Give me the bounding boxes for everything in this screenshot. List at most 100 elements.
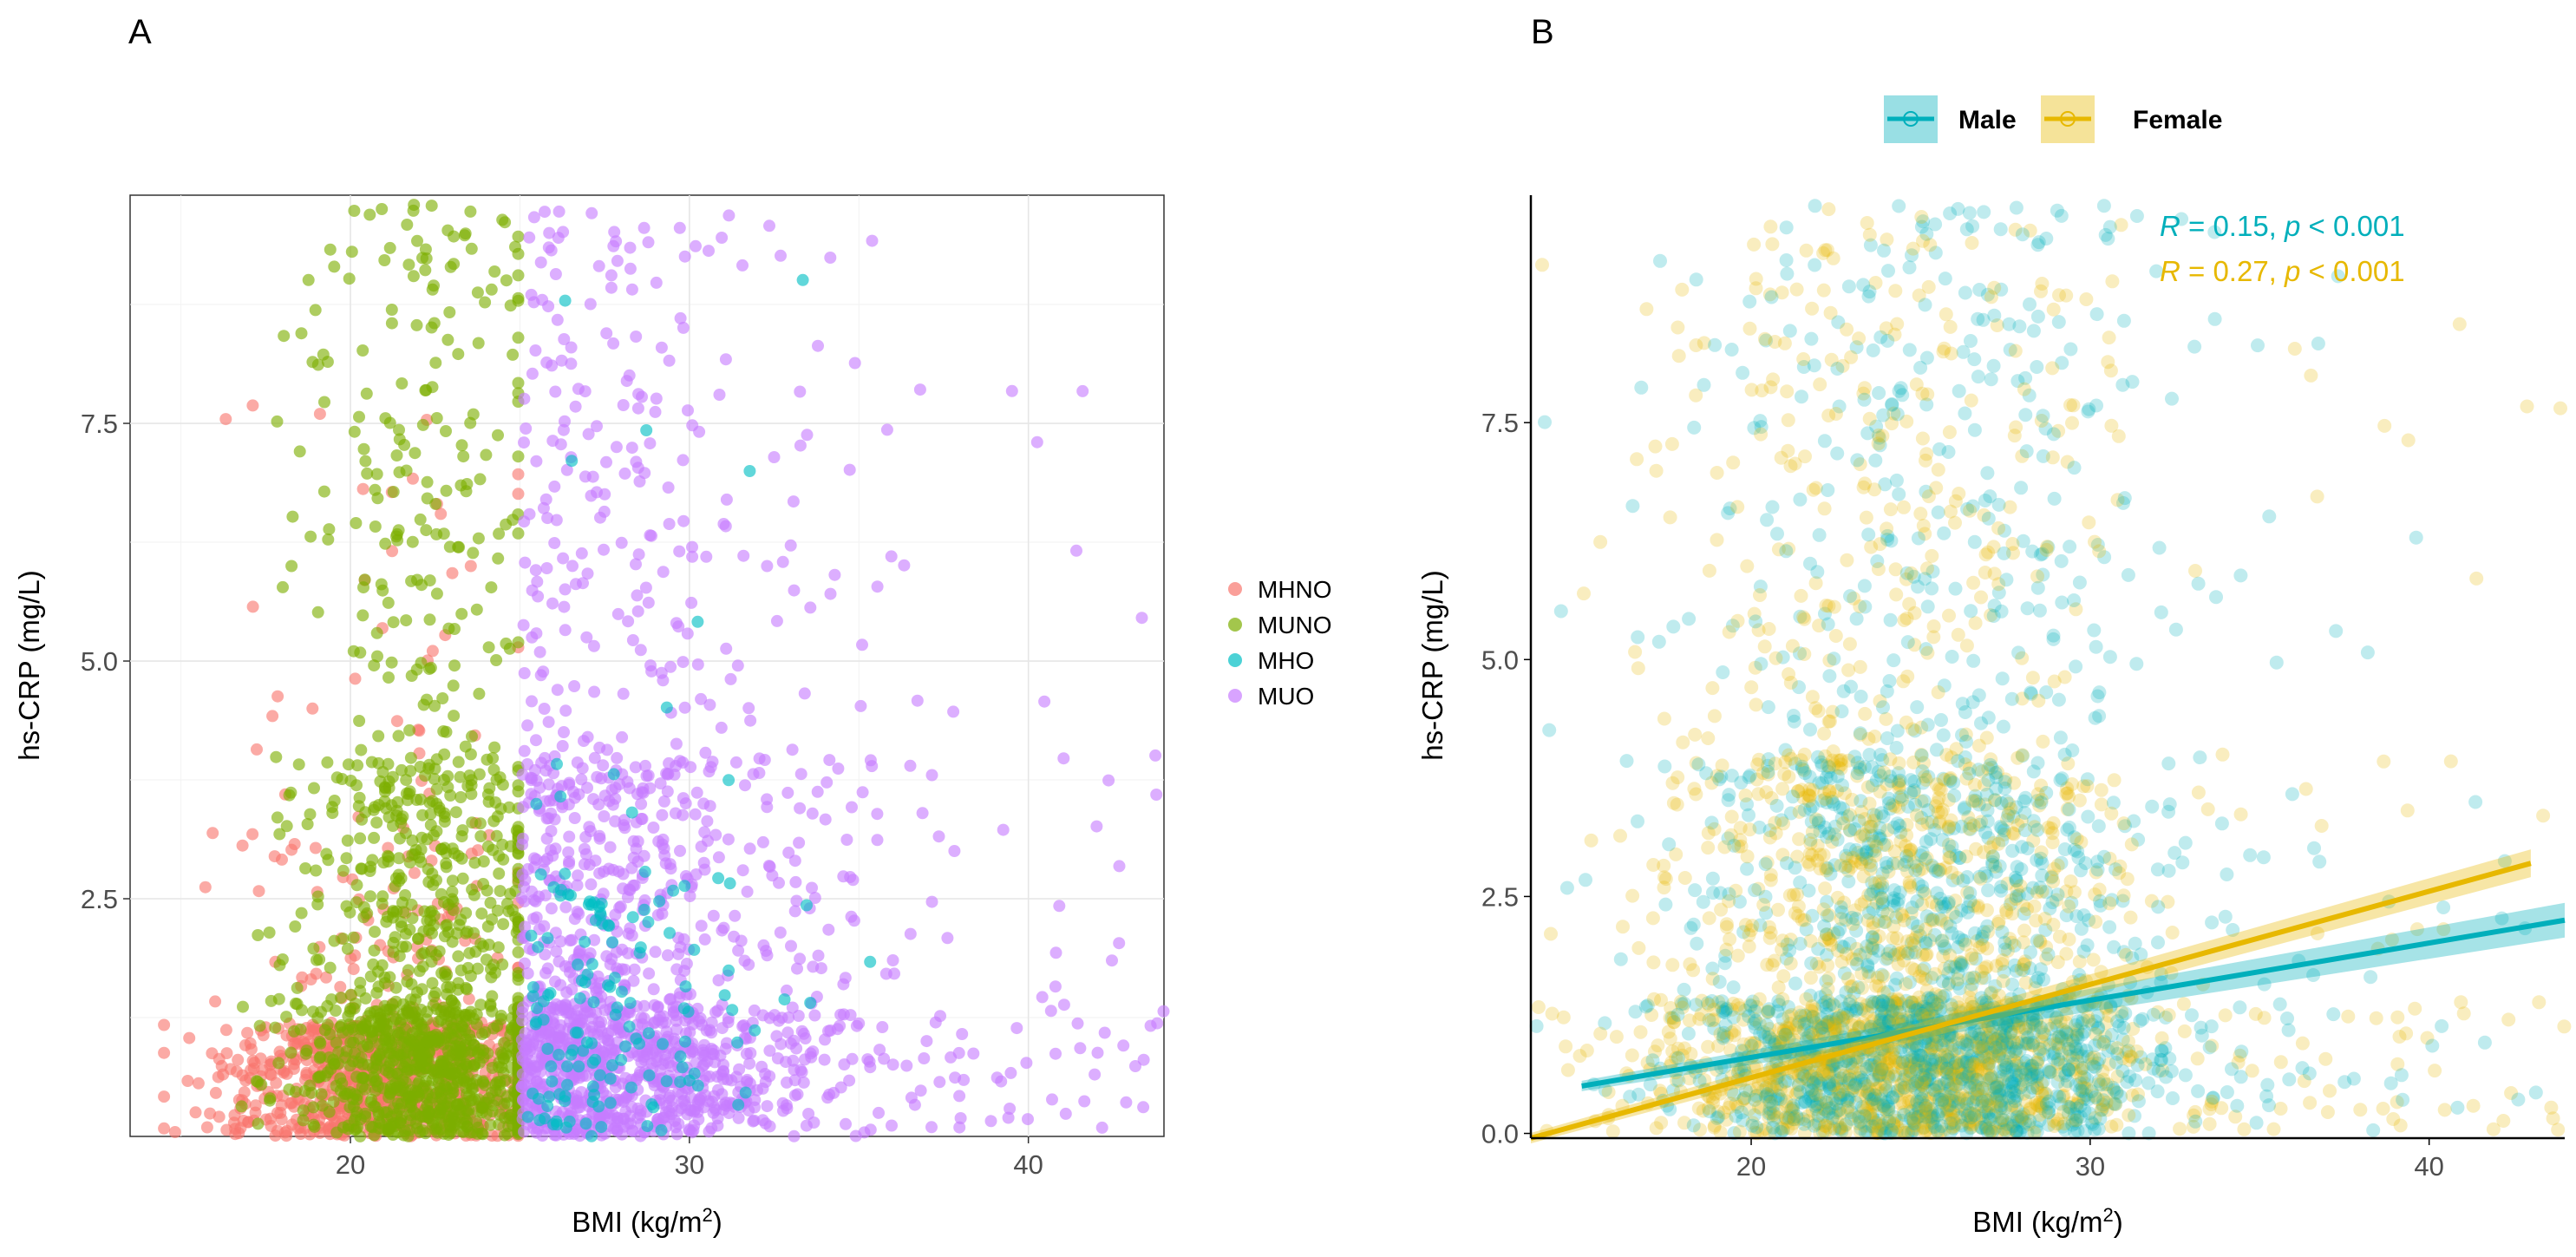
data-point-muno — [430, 412, 443, 424]
data-point-muo — [598, 543, 610, 556]
data-point-muo — [538, 920, 551, 933]
data-point-muo — [948, 845, 961, 857]
data-point-muno — [428, 699, 441, 712]
data-point-muno — [451, 1098, 464, 1110]
data-point-muo — [904, 927, 917, 940]
data-point-muo — [788, 905, 801, 918]
data-point-muno — [500, 1090, 513, 1103]
data-point-muno — [380, 1004, 393, 1016]
data-point-muno — [398, 1125, 411, 1137]
data-point-muno — [423, 663, 435, 676]
data-point-muo — [632, 388, 645, 401]
data-point-muno — [457, 450, 470, 463]
data-point-muo — [748, 1004, 761, 1017]
data-point-muo — [673, 545, 686, 558]
data-point-mhno — [344, 952, 357, 965]
data-point-mhno — [239, 1074, 252, 1087]
data-point-muno — [467, 1060, 481, 1073]
data-point-muno — [348, 205, 361, 217]
data-point-muo — [753, 752, 766, 765]
data-point-mho — [677, 1002, 690, 1015]
data-point-muno — [271, 811, 284, 824]
data-point-muo — [545, 244, 558, 257]
data-point-muno — [296, 1004, 308, 1017]
legend-label-female: Female — [2133, 106, 2222, 134]
data-point-muo — [1113, 937, 1126, 950]
data-point-muno — [379, 412, 392, 425]
data-point-female — [1771, 902, 1785, 917]
data-point-mho — [712, 872, 725, 885]
data-point-mhno — [241, 1026, 254, 1039]
data-point-mho — [624, 1081, 637, 1094]
data-point-muo — [527, 913, 539, 926]
data-point-muo — [627, 879, 639, 892]
data-point-muo — [518, 392, 531, 405]
data-point-muo — [637, 786, 650, 799]
data-point-muno — [512, 331, 525, 344]
data-point-muo — [579, 385, 592, 398]
data-point-muno — [455, 607, 468, 620]
legend-label-mhno: MHNO — [1258, 576, 1332, 603]
data-point-male — [2311, 337, 2325, 350]
legend-label-mho: MHO — [1258, 647, 1314, 674]
data-point-female — [2401, 433, 2416, 448]
data-point-mho — [559, 867, 572, 881]
data-point-muno — [316, 1099, 329, 1112]
data-point-muno — [488, 741, 501, 754]
data-point-muno — [304, 530, 317, 543]
data-point-muo — [716, 924, 729, 937]
data-point-muno — [361, 467, 374, 480]
data-point-muno — [393, 433, 406, 446]
data-point-muo — [661, 785, 674, 798]
data-point-muno — [359, 455, 372, 468]
data-point-muno — [454, 791, 467, 803]
data-point-mho — [801, 899, 813, 912]
data-point-female — [1862, 227, 1877, 242]
data-point-muno — [452, 950, 465, 963]
data-point-mhno — [413, 724, 426, 737]
data-point-female — [2377, 754, 2391, 769]
data-point-muno — [481, 788, 494, 801]
data-point-muo — [527, 211, 540, 224]
data-point-male — [1619, 754, 1634, 769]
data-point-muo — [795, 1025, 808, 1038]
data-point-muo — [739, 779, 751, 792]
data-point-muo — [953, 1121, 966, 1134]
data-point-muo — [642, 769, 655, 782]
data-point-muo — [545, 902, 558, 915]
data-point-muno — [297, 1114, 310, 1127]
data-point-muno — [381, 1113, 394, 1126]
data-point-mhno — [248, 1057, 261, 1070]
data-point-muo — [762, 860, 775, 872]
data-point-muno — [351, 759, 364, 772]
data-point-muo — [1095, 1121, 1108, 1134]
data-point-mhno — [446, 566, 459, 579]
data-point-muno — [310, 864, 323, 877]
data-point-muo — [691, 658, 704, 671]
data-point-muo — [798, 687, 811, 700]
data-point-muo — [629, 761, 642, 774]
data-point-muno — [252, 929, 265, 941]
data-point-mhno — [183, 1031, 196, 1044]
data-point-male — [2129, 657, 2144, 671]
data-point-muno — [360, 387, 373, 400]
data-point-muo — [557, 552, 570, 565]
data-point-muo — [953, 1090, 966, 1103]
data-point-muno — [433, 1033, 445, 1046]
data-point-muo — [657, 842, 670, 855]
data-point-mhno — [181, 1075, 194, 1087]
data-point-mhno — [462, 992, 475, 1005]
data-point-mho — [551, 757, 563, 770]
data-point-muo — [565, 357, 578, 370]
data-point-muno — [437, 1069, 450, 1082]
data-point-muo — [952, 1046, 965, 1059]
data-point-muo — [920, 1035, 933, 1048]
data-point-muo — [806, 881, 818, 894]
data-point-male — [2178, 1068, 2193, 1083]
data-point-muo — [624, 241, 637, 254]
data-point-female — [1646, 955, 1661, 970]
data-point-muo — [900, 1059, 913, 1072]
data-point-muo — [1149, 749, 1162, 762]
data-point-muno — [392, 730, 405, 743]
